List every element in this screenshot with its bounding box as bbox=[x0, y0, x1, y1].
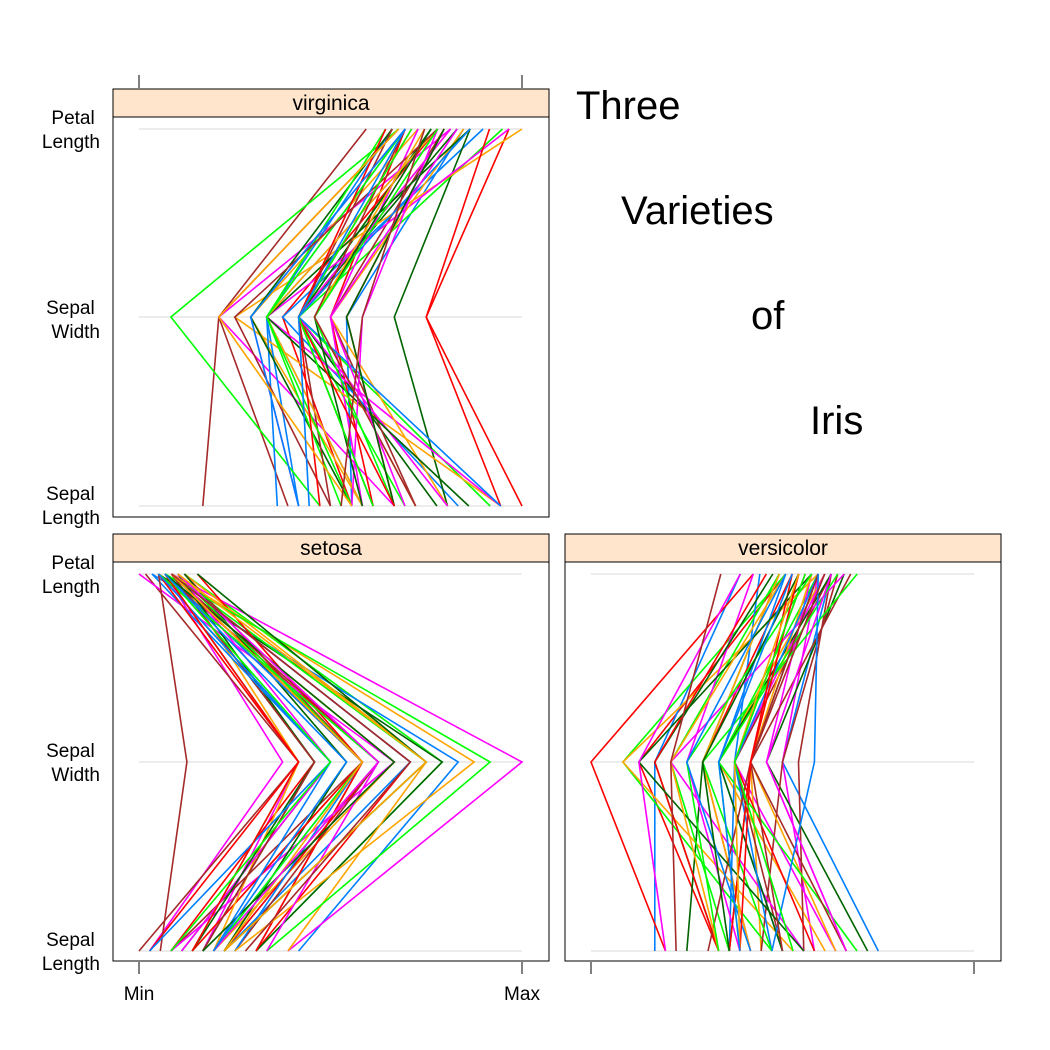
y-label-length-word: Length bbox=[42, 132, 100, 153]
y-label-petal-length-bottom: Petal Length bbox=[42, 553, 100, 598]
observation-line bbox=[157, 573, 188, 952]
plot-title: Three Varieties of Iris bbox=[576, 84, 863, 443]
x-axis-bottom: Min Max bbox=[124, 962, 975, 1005]
observation-line bbox=[164, 573, 348, 952]
observation-line bbox=[249, 128, 406, 507]
y-label-sepal-length-top: Sepal Length bbox=[42, 484, 100, 529]
observation-line bbox=[638, 573, 742, 952]
y-label-sepal-width-top: Sepal Width bbox=[46, 298, 100, 343]
y-label-length-word: Length bbox=[42, 508, 100, 529]
strip-versicolor bbox=[564, 533, 1002, 563]
title-word-of: of bbox=[751, 294, 785, 338]
observation-line bbox=[265, 128, 406, 507]
observation-line bbox=[760, 573, 839, 952]
strip-label-setosa: setosa bbox=[300, 537, 362, 560]
observation-line bbox=[217, 128, 400, 507]
observation-line bbox=[148, 573, 284, 952]
panels-layer: setosa versicolor virginica bbox=[112, 88, 1002, 962]
title-word-varieties: Varieties bbox=[621, 189, 774, 233]
y-label-length-word: Length bbox=[42, 954, 100, 975]
title-word-iris: Iris bbox=[810, 399, 863, 443]
observation-line bbox=[765, 573, 848, 952]
observation-line bbox=[164, 573, 332, 952]
panel-virginica: virginica bbox=[112, 88, 550, 518]
observation-line bbox=[345, 128, 445, 507]
strip-label-virginica: virginica bbox=[292, 92, 369, 115]
y-axis-labels-top: Petal Length Sepal Width Sepal Length bbox=[42, 108, 100, 529]
y-label-sepal-word: Sepal bbox=[46, 741, 95, 762]
observation-line bbox=[701, 573, 800, 952]
observation-line bbox=[170, 573, 364, 952]
observation-line bbox=[164, 573, 300, 952]
panel-setosa: setosa bbox=[112, 533, 550, 962]
observation-line bbox=[297, 128, 406, 507]
y-label-petal-word: Petal bbox=[51, 553, 94, 574]
x-tick-label-max: Max bbox=[504, 984, 540, 1005]
observation-line bbox=[717, 573, 793, 952]
panel-versicolor: versicolor bbox=[564, 533, 1002, 962]
observation-line bbox=[169, 128, 400, 507]
observation-line bbox=[393, 128, 471, 507]
strip-label-versicolor: versicolor bbox=[738, 537, 828, 560]
y-label-sepal-width-bottom: Sepal Width bbox=[46, 741, 100, 786]
observation-line bbox=[329, 128, 458, 507]
observation-line bbox=[281, 128, 484, 507]
x-tick-label-min: Min bbox=[124, 984, 155, 1005]
observation-line bbox=[771, 573, 819, 952]
observation-line bbox=[177, 573, 428, 952]
strip-virginica bbox=[112, 88, 550, 118]
y-label-petal-word: Petal bbox=[51, 108, 94, 129]
observation-line bbox=[590, 573, 754, 952]
observation-line bbox=[164, 573, 396, 952]
y-label-length-word: Length bbox=[42, 577, 100, 598]
observation-line bbox=[685, 573, 787, 952]
y-label-sepal-word: Sepal bbox=[46, 930, 95, 951]
strip-setosa bbox=[112, 533, 550, 563]
observation-line bbox=[171, 573, 524, 952]
observation-line bbox=[313, 128, 417, 507]
observation-line bbox=[653, 573, 767, 952]
y-axis-labels-bottom: Petal Length Sepal Width Sepal Length bbox=[42, 553, 100, 975]
observation-line bbox=[425, 128, 523, 507]
y-label-sepal-length-bottom: Sepal Length bbox=[42, 930, 100, 975]
y-label-width-word: Width bbox=[51, 765, 100, 786]
title-word-three: Three bbox=[576, 84, 681, 128]
y-label-sepal-word: Sepal bbox=[46, 484, 95, 505]
x-axis-top bbox=[138, 75, 523, 88]
observation-line bbox=[739, 573, 800, 952]
y-label-width-word: Width bbox=[51, 322, 100, 343]
observation-line bbox=[669, 573, 722, 952]
observation-line bbox=[733, 573, 806, 952]
observation-line bbox=[177, 573, 380, 952]
observation-line bbox=[171, 573, 412, 952]
y-label-sepal-word: Sepal bbox=[46, 298, 95, 319]
y-label-petal-length-top: Petal Length bbox=[42, 108, 100, 153]
observation-line bbox=[340, 128, 426, 507]
